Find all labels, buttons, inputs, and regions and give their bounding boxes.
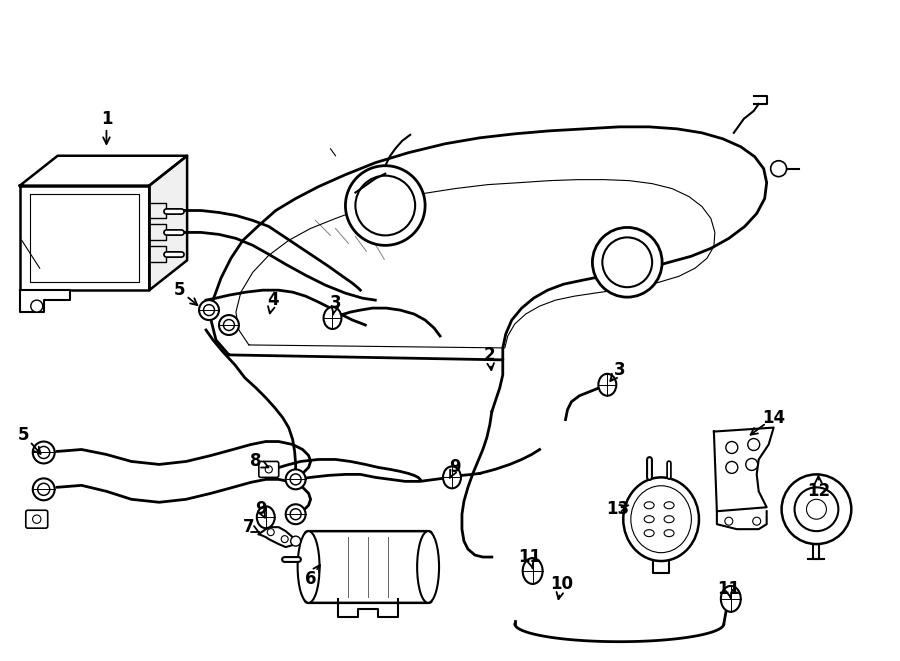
Ellipse shape [598,374,616,396]
Circle shape [281,535,288,543]
Text: 9: 9 [255,500,266,518]
Circle shape [223,319,234,330]
Circle shape [770,161,787,176]
Ellipse shape [644,516,654,523]
Circle shape [592,227,662,297]
Text: 4: 4 [267,291,279,309]
Text: 2: 2 [484,346,496,364]
Text: 13: 13 [606,500,629,518]
Ellipse shape [644,502,654,509]
Text: 8: 8 [250,452,262,471]
Text: 12: 12 [807,483,830,500]
Ellipse shape [721,586,741,612]
Circle shape [199,300,219,320]
Circle shape [746,459,758,471]
Circle shape [346,166,425,245]
Ellipse shape [664,502,674,509]
Polygon shape [714,428,774,511]
Circle shape [219,315,238,335]
Circle shape [724,517,733,525]
Ellipse shape [323,307,341,329]
Circle shape [290,474,302,485]
Text: 11: 11 [717,580,741,598]
Ellipse shape [664,529,674,537]
Ellipse shape [644,529,654,537]
Ellipse shape [256,506,274,528]
Circle shape [266,466,273,473]
Text: 5: 5 [174,281,184,299]
Circle shape [795,487,839,531]
Polygon shape [20,290,69,312]
Circle shape [781,475,851,544]
Ellipse shape [417,531,439,603]
Text: 1: 1 [101,110,112,128]
Circle shape [725,442,738,453]
Circle shape [748,438,760,451]
Text: 9: 9 [449,459,461,477]
Polygon shape [20,186,149,290]
FancyBboxPatch shape [26,510,48,528]
Circle shape [32,515,40,524]
Ellipse shape [664,516,674,523]
Ellipse shape [523,558,543,584]
Text: 6: 6 [305,570,316,588]
Circle shape [806,499,826,519]
FancyBboxPatch shape [259,461,279,477]
Circle shape [752,517,760,525]
Circle shape [290,509,302,520]
Circle shape [285,504,306,524]
Circle shape [602,237,652,287]
Ellipse shape [631,486,691,553]
Text: 3: 3 [329,294,341,312]
Circle shape [38,483,50,495]
Circle shape [267,529,274,535]
Polygon shape [259,527,296,547]
Text: 3: 3 [614,361,626,379]
Circle shape [285,469,306,489]
FancyBboxPatch shape [304,531,432,603]
Circle shape [38,446,50,459]
Ellipse shape [624,477,699,561]
Circle shape [291,536,301,546]
Polygon shape [20,156,187,186]
Text: 10: 10 [550,575,573,593]
Polygon shape [149,156,187,290]
Circle shape [203,305,214,315]
Text: 7: 7 [243,518,255,536]
Text: 11: 11 [518,548,541,566]
Ellipse shape [298,531,320,603]
Text: 5: 5 [18,426,30,444]
Circle shape [31,300,42,312]
Circle shape [356,176,415,235]
Polygon shape [211,127,767,360]
Text: 14: 14 [762,408,785,426]
Circle shape [725,461,738,473]
Circle shape [32,479,55,500]
Circle shape [32,442,55,463]
Ellipse shape [443,467,461,488]
